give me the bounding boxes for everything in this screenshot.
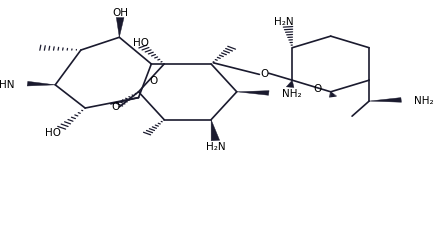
Text: HO: HO <box>45 128 61 138</box>
Text: O: O <box>111 101 119 111</box>
Polygon shape <box>237 91 269 96</box>
Text: O: O <box>313 83 321 93</box>
Text: H₂N: H₂N <box>206 142 225 152</box>
Text: HN: HN <box>0 79 15 89</box>
Text: O: O <box>260 69 268 79</box>
Polygon shape <box>116 18 124 38</box>
Text: HO: HO <box>132 38 149 48</box>
Text: H₂N: H₂N <box>274 17 293 27</box>
Polygon shape <box>286 81 294 88</box>
Text: NH₂: NH₂ <box>281 88 301 99</box>
Polygon shape <box>369 98 401 103</box>
Polygon shape <box>27 82 55 87</box>
Polygon shape <box>211 120 219 141</box>
Text: NH₂: NH₂ <box>414 95 434 106</box>
Text: O: O <box>149 75 157 85</box>
Text: OH: OH <box>112 8 128 18</box>
